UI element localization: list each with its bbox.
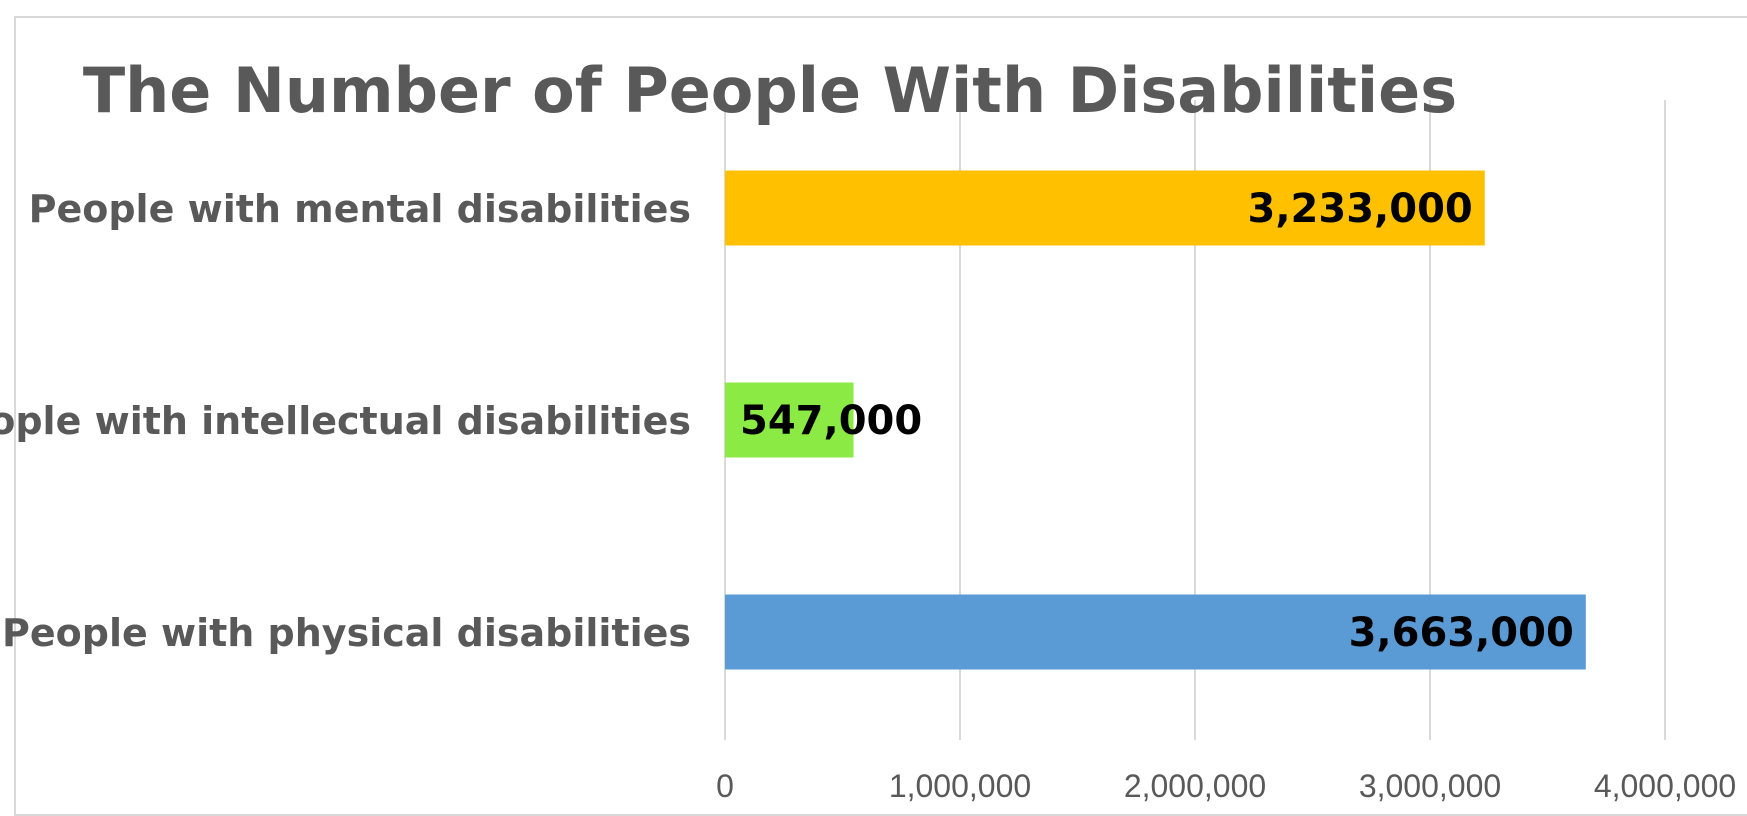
x-tick-label: 3,000,000: [1359, 768, 1501, 804]
labels: 0 1,000,000 2,000,000 3,000,000 4,000,000 Peo…: [0, 186, 1736, 804]
x-tick-label: 4,000,000: [1594, 768, 1736, 804]
category-label: People with mental disabilities: [29, 187, 691, 231]
chart-frame: [14, 16, 1747, 816]
x-tick-label: 2,000,000: [1124, 768, 1266, 804]
bar: [725, 594, 1586, 670]
category-label: People with intellectual disabilities: [0, 399, 691, 443]
bar: [725, 382, 854, 458]
bar: [725, 170, 1485, 246]
bars: [725, 170, 1586, 670]
data-label: 3,233,000: [1248, 186, 1473, 232]
category-label: People with physical disabilities: [2, 611, 691, 655]
x-tick-label: 1,000,000: [889, 768, 1031, 804]
data-label: 547,000: [740, 398, 922, 444]
data-label: 3,663,000: [1349, 610, 1574, 656]
chart-title: The Number of People With Disabilities: [83, 54, 1457, 127]
x-tick-label: 0: [716, 768, 734, 804]
